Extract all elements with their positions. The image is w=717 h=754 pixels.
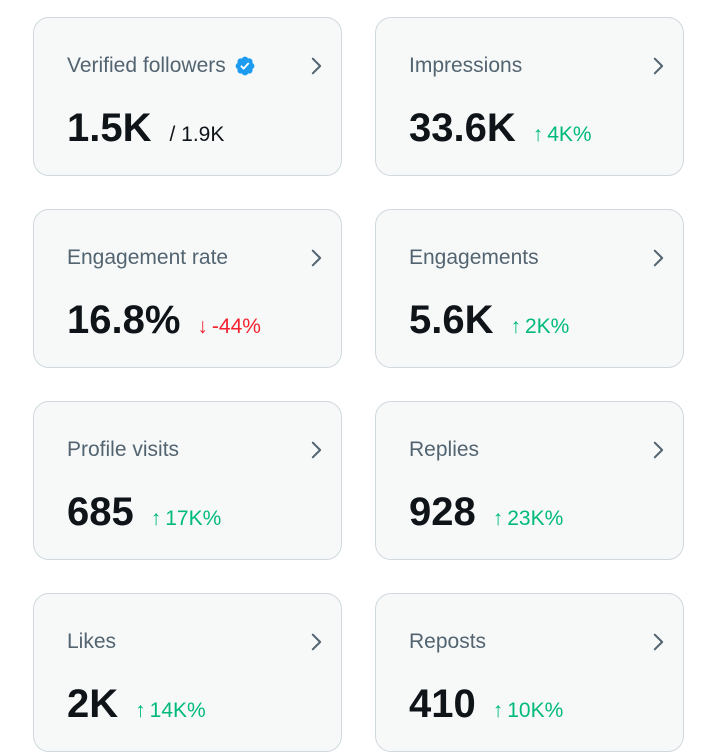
- card-values: 1.5K / 1.9K: [67, 106, 224, 150]
- arrow-up-icon: ↑: [135, 699, 146, 722]
- arrow-up-icon: ↑: [150, 507, 162, 530]
- card-title: Replies: [409, 438, 480, 461]
- card-title: Reposts: [409, 630, 487, 653]
- chevron-right-icon[interactable]: [647, 439, 669, 461]
- metric-change: ↑ 4K%: [533, 123, 592, 147]
- card-verified-followers[interactable]: Verified followers 1.5K / 1.9K: [33, 17, 342, 176]
- card-replies[interactable]: Replies 928 ↑ 23K%: [375, 401, 684, 560]
- metric-value: 685: [67, 490, 134, 534]
- card-title-row: Impressions: [409, 54, 522, 78]
- metric-change-text: -44%: [211, 315, 261, 338]
- card-values: 33.6K ↑ 4K%: [409, 106, 592, 150]
- card-values: 685 ↑ 17K%: [67, 490, 221, 534]
- card-title-row: Engagements: [409, 246, 539, 270]
- card-values: 410 ↑ 10K%: [409, 682, 563, 726]
- card-likes[interactable]: Likes 2K ↑ 14K%: [33, 593, 342, 752]
- metric-change-text: 10K%: [507, 699, 564, 722]
- card-values: 928 ↑ 23K%: [409, 490, 563, 534]
- card-title-row: Reposts: [409, 630, 486, 654]
- metric-value: 2K: [67, 682, 119, 726]
- card-title: Impressions: [409, 54, 523, 77]
- card-title: Profile visits: [67, 438, 180, 461]
- metric-value: 5.6K: [409, 298, 494, 342]
- chevron-right-icon[interactable]: [647, 247, 669, 269]
- metric-value: 33.6K: [409, 106, 516, 150]
- card-values: 2K ↑ 14K%: [67, 682, 206, 726]
- card-title: Likes: [67, 630, 117, 653]
- arrow-up-icon: ↑: [492, 699, 504, 722]
- card-title: Verified followers: [67, 54, 226, 77]
- chevron-right-icon[interactable]: [305, 247, 327, 269]
- arrow-down-icon: ↓: [197, 315, 208, 338]
- metric-total: / 1.9K: [169, 123, 225, 146]
- metric-change-text: 17K%: [165, 507, 222, 530]
- metric-change: ↑ 2K%: [511, 315, 570, 339]
- chevron-right-icon[interactable]: [305, 55, 327, 77]
- arrow-up-icon: ↑: [492, 507, 504, 530]
- chevron-right-icon[interactable]: [647, 55, 669, 77]
- metric-value: 410: [409, 682, 476, 726]
- analytics-cards-grid: Verified followers 1.5K / 1.9K Impressio…: [33, 17, 684, 752]
- card-engagements[interactable]: Engagements 5.6K ↑ 2K%: [375, 209, 684, 368]
- card-values: 16.8% ↓ -44%: [67, 298, 261, 342]
- card-title: Engagement rate: [67, 246, 229, 269]
- metric-change: ↑ 14K%: [135, 699, 206, 723]
- arrow-up-icon: ↑: [510, 315, 522, 338]
- metric-change: ↑ 17K%: [151, 507, 222, 531]
- card-title-row: Replies: [409, 438, 479, 462]
- card-title-row: Likes: [67, 630, 116, 654]
- verified-badge-icon: [235, 56, 255, 76]
- metric-value: 928: [409, 490, 476, 534]
- metric-change-text: 14K%: [149, 699, 206, 722]
- metric-value: 1.5K: [67, 106, 152, 150]
- card-title-row: Verified followers: [67, 54, 256, 78]
- metric-change: ↓ -44%: [197, 315, 261, 339]
- arrow-up-icon: ↑: [532, 123, 544, 146]
- card-profile-visits[interactable]: Profile visits 685 ↑ 17K%: [33, 401, 342, 560]
- card-title-row: Profile visits: [67, 438, 179, 462]
- card-title-row: Engagement rate: [67, 246, 228, 270]
- metric-change-text: 2K%: [525, 315, 570, 338]
- chevron-right-icon[interactable]: [305, 631, 327, 653]
- metric-change: ↑ 23K%: [493, 507, 564, 531]
- metric-change-text: 4K%: [547, 123, 592, 146]
- chevron-right-icon[interactable]: [647, 631, 669, 653]
- card-impressions[interactable]: Impressions 33.6K ↑ 4K%: [375, 17, 684, 176]
- card-reposts[interactable]: Reposts 410 ↑ 10K%: [375, 593, 684, 752]
- chevron-right-icon[interactable]: [305, 439, 327, 461]
- metric-change: ↑ 10K%: [493, 699, 564, 723]
- metric-change-text: 23K%: [507, 507, 564, 530]
- card-title: Engagements: [409, 246, 539, 269]
- metric-value: 16.8%: [67, 298, 181, 342]
- card-engagement-rate[interactable]: Engagement rate 16.8% ↓ -44%: [33, 209, 342, 368]
- card-values: 5.6K ↑ 2K%: [409, 298, 569, 342]
